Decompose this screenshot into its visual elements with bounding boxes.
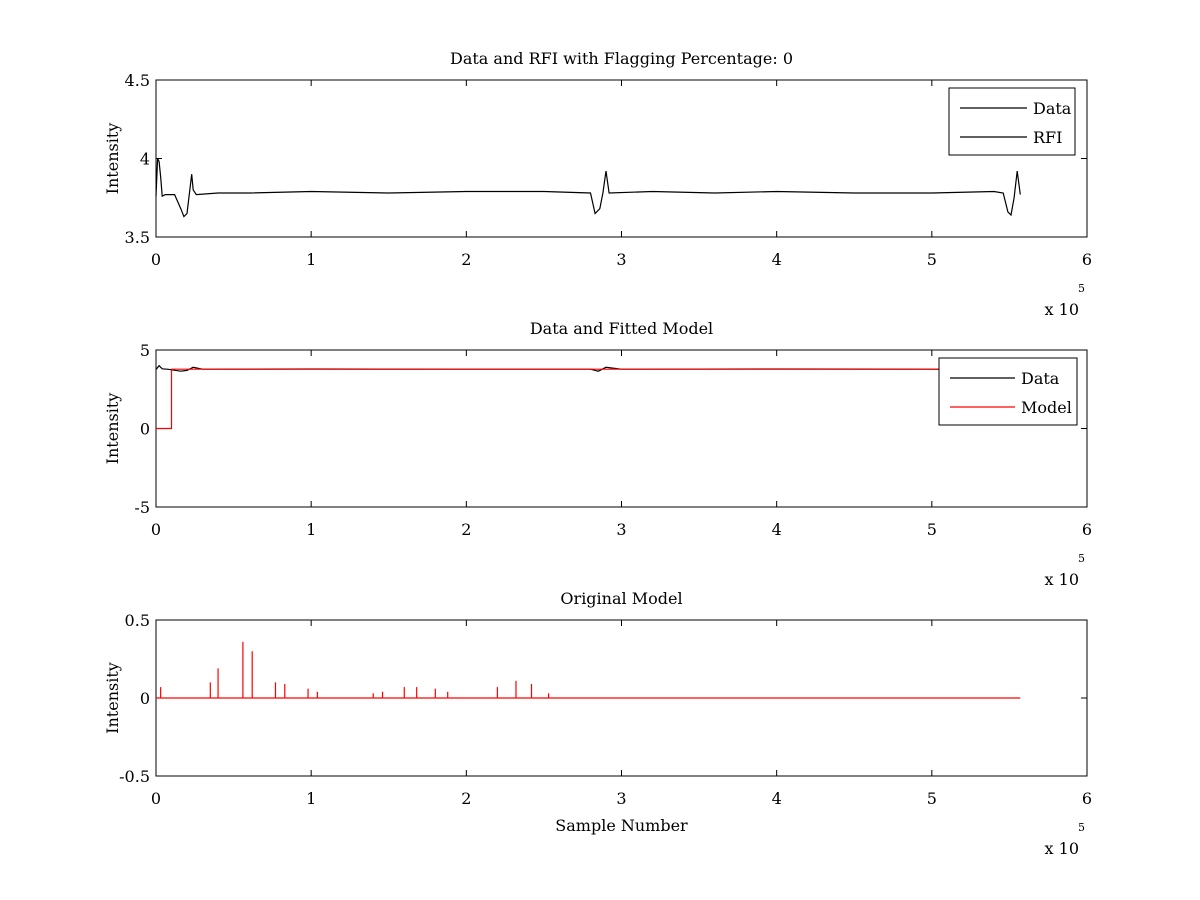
y-tick-label: 5	[140, 341, 150, 360]
y-tick-label: 4	[140, 150, 150, 169]
x-tick-label: 5	[927, 250, 937, 269]
series-line-data	[155, 158, 1021, 218]
legend-label: RFI	[1033, 128, 1062, 147]
y-tick-label: 4.5	[125, 71, 150, 90]
legend-box	[938, 357, 1078, 426]
x-tick-label: 6	[1082, 789, 1092, 808]
plot-area-2	[155, 349, 1088, 508]
y-tick-label: -5	[134, 498, 150, 517]
y-axis-label: Intensity	[103, 393, 122, 465]
y-axis-label: Intensity	[103, 123, 122, 195]
x-axis-label: Sample Number	[555, 816, 688, 835]
x-tick-label: 1	[306, 250, 316, 269]
chart-title: Data and Fitted Model	[530, 319, 713, 338]
y-tick-label: -0.5	[119, 767, 150, 786]
chart-title: Data and RFI with Flagging Percentage: 0	[450, 49, 793, 68]
y-axis-label: Intensity	[103, 662, 122, 734]
x-tick-label: 2	[461, 789, 471, 808]
x-multiplier-label: x 10	[1045, 300, 1079, 319]
x-tick-label: 2	[461, 520, 471, 539]
x-tick-label: 1	[306, 789, 316, 808]
x-tick-label: 6	[1082, 520, 1092, 539]
x-tick-label: 5	[927, 520, 937, 539]
legend-label: Model	[1021, 398, 1072, 417]
legend-box	[948, 87, 1076, 156]
x-tick-label: 1	[306, 520, 316, 539]
y-tick-label: 0	[140, 420, 150, 439]
x-multiplier-label: x 10	[1045, 839, 1079, 858]
x-tick-label: 5	[927, 789, 937, 808]
x-multiplier-exponent: 5	[1078, 821, 1085, 834]
x-multiplier-exponent: 5	[1078, 282, 1085, 295]
x-tick-label: 4	[772, 520, 782, 539]
x-tick-label: 0	[151, 520, 161, 539]
x-tick-label: 3	[616, 520, 626, 539]
x-tick-label: 4	[772, 250, 782, 269]
x-tick-label: 3	[616, 789, 626, 808]
x-tick-label: 6	[1082, 250, 1092, 269]
plot-area-1	[155, 79, 1088, 238]
x-tick-label: 0	[151, 250, 161, 269]
x-tick-label: 0	[151, 789, 161, 808]
chart-title: Original Model	[560, 589, 682, 608]
y-tick-label: 3.5	[125, 228, 150, 247]
x-tick-label: 3	[616, 250, 626, 269]
y-tick-label: 0.5	[125, 611, 150, 630]
series-line-model	[156, 368, 1021, 430]
legend-label: Data	[1033, 99, 1072, 118]
y-tick-label: 0	[140, 689, 150, 708]
x-multiplier-label: x 10	[1045, 570, 1079, 589]
x-tick-label: 2	[461, 250, 471, 269]
x-multiplier-exponent: 5	[1078, 552, 1085, 565]
legend-label: Data	[1021, 369, 1060, 388]
x-tick-label: 4	[772, 789, 782, 808]
